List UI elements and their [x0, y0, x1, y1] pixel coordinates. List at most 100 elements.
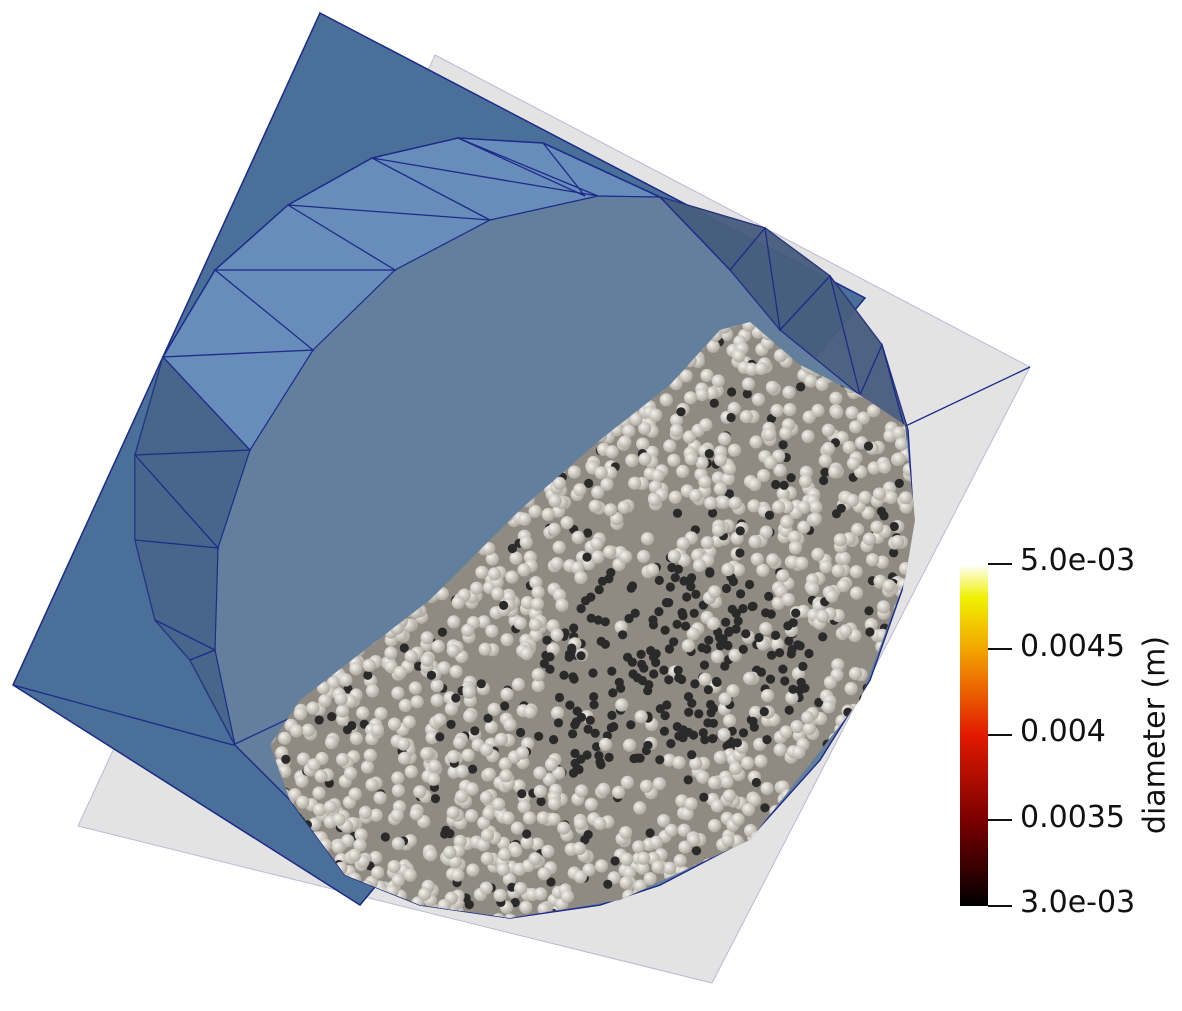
particle-large [619, 876, 633, 890]
particle-small [645, 828, 655, 838]
particle-large [787, 881, 802, 896]
particle-large [862, 717, 876, 731]
particle-large [711, 471, 725, 485]
particle-large [903, 898, 915, 912]
colorbar-gradient [960, 564, 988, 906]
particle-small [882, 789, 892, 799]
particle-small [363, 670, 373, 680]
particle-large [754, 754, 768, 768]
particle-large [816, 912, 830, 918]
particle-large [628, 476, 642, 490]
particle-small [283, 899, 294, 909]
particle-small [592, 742, 602, 752]
particle-small [687, 750, 697, 760]
particle-large [369, 808, 383, 822]
particle-large [889, 866, 904, 880]
particle-small [681, 621, 691, 631]
particle-large [718, 692, 732, 706]
particle-small [865, 627, 875, 637]
particle-small [659, 726, 670, 736]
particle-small [705, 568, 715, 578]
particle-large [684, 391, 698, 405]
particle-large [822, 700, 836, 714]
particle-small [630, 608, 640, 618]
particle-large [770, 403, 784, 418]
particle-large [582, 863, 596, 877]
particle-small [476, 679, 486, 689]
particle-large [717, 728, 731, 742]
particle-large [365, 684, 380, 698]
particle-large [795, 903, 809, 918]
particle-small [381, 904, 391, 914]
particle-large [591, 485, 605, 499]
particle-small [683, 775, 693, 785]
particle-small [590, 728, 600, 738]
particle-large [804, 902, 818, 917]
particle-large [829, 391, 843, 405]
particle-large [866, 904, 880, 918]
particle-large [850, 805, 864, 819]
particle-large [710, 799, 725, 813]
particle-small [724, 489, 735, 499]
particle-large [781, 593, 796, 607]
particle-large [761, 888, 775, 903]
particle-large [505, 570, 519, 584]
particle-large [541, 844, 555, 858]
particle-large [391, 783, 405, 798]
particle-large [731, 563, 746, 577]
particle-large [722, 789, 737, 803]
particle-small [604, 752, 614, 763]
particle-small [836, 859, 846, 870]
particle-large [876, 600, 891, 614]
particle-small [854, 743, 864, 753]
particle-large [898, 636, 912, 650]
particle-large [533, 766, 547, 780]
particle-large [832, 884, 846, 899]
particle-large [902, 806, 915, 821]
particle-large [852, 880, 867, 894]
particle-small [607, 710, 617, 721]
particle-large [728, 496, 742, 510]
particle-small [748, 601, 758, 611]
particle-large [636, 861, 650, 875]
particle-large [851, 522, 865, 537]
particle-large [869, 710, 883, 724]
particle-large [430, 679, 444, 693]
particle-large [544, 757, 559, 772]
particle-large [785, 691, 799, 705]
particle-large [353, 838, 367, 852]
colorbar-tick-label: 0.0035 [1020, 800, 1125, 835]
particle-small [546, 877, 556, 887]
particle-large [856, 411, 870, 425]
particle-large [717, 495, 731, 509]
particle-small [738, 728, 749, 738]
particle-large [552, 476, 567, 490]
particle-small [735, 526, 745, 536]
particle-small [703, 718, 713, 728]
particle-large [349, 662, 363, 676]
particle-large [917, 859, 930, 872]
particle-large [403, 834, 417, 848]
particle-large [335, 704, 350, 718]
particle-large [344, 766, 358, 780]
particle-small [659, 665, 669, 675]
particle-large [437, 661, 451, 675]
particle-small [660, 625, 670, 635]
particle-large [726, 684, 740, 698]
particle-large [294, 883, 308, 897]
particle-large [921, 725, 934, 738]
particle-large [349, 731, 363, 746]
particle-large [354, 828, 368, 842]
particle-large [597, 782, 611, 796]
particle-large [797, 500, 811, 514]
particle-small [686, 582, 696, 592]
particle-small [738, 644, 748, 654]
particle-large [917, 830, 930, 843]
particle-small [787, 644, 797, 655]
particle-large [816, 909, 831, 918]
particle-small [912, 807, 915, 818]
particle-large [918, 654, 931, 667]
particle-large [464, 809, 479, 823]
particle-small [731, 608, 742, 619]
